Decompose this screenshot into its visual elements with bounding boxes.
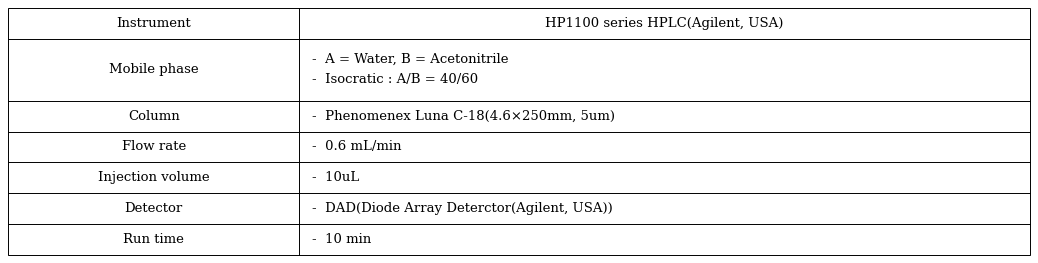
Text: -  DAD(Diode Array Deterctor(Agilent, USA)): - DAD(Diode Array Deterctor(Agilent, USA… <box>311 202 612 215</box>
Text: -  10 min: - 10 min <box>311 233 372 246</box>
Text: HP1100 series HPLC(Agilent, USA): HP1100 series HPLC(Agilent, USA) <box>545 17 784 30</box>
Text: -  0.6 mL/min: - 0.6 mL/min <box>311 140 402 153</box>
Text: -  A = Water, B = Acetonitrile: - A = Water, B = Acetonitrile <box>311 53 509 66</box>
Text: -  Phenomenex Luna C-18(4.6×250mm, 5um): - Phenomenex Luna C-18(4.6×250mm, 5um) <box>311 110 614 123</box>
Text: -  10uL: - 10uL <box>311 171 359 184</box>
Text: Run time: Run time <box>124 233 185 246</box>
Text: Detector: Detector <box>125 202 183 215</box>
Text: Instrument: Instrument <box>116 17 191 30</box>
Text: Mobile phase: Mobile phase <box>109 63 198 76</box>
Text: -  Isocratic : A/B = 40/60: - Isocratic : A/B = 40/60 <box>311 73 477 87</box>
Text: Column: Column <box>128 110 180 123</box>
Text: Flow rate: Flow rate <box>121 140 186 153</box>
Text: Injection volume: Injection volume <box>98 171 210 184</box>
